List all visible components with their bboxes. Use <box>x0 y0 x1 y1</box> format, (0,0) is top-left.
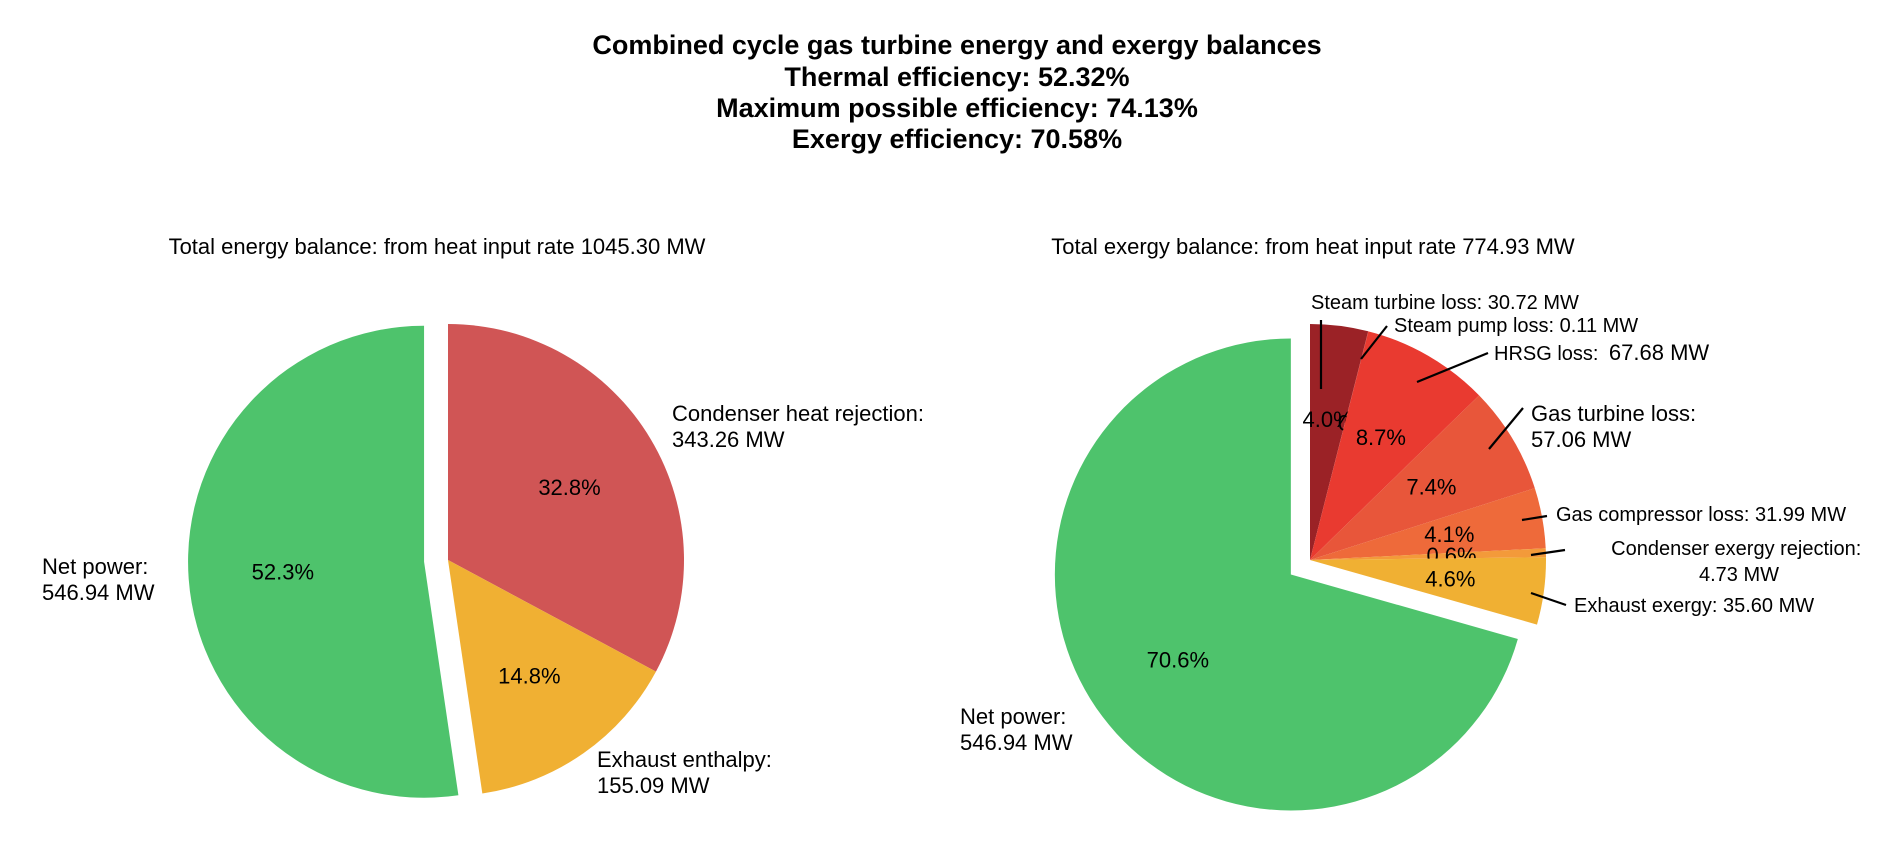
gas-turbine-loss-label: Gas turbine loss: 57.06 MW <box>1531 401 1702 452</box>
pct-label-net: 70.6% <box>1147 647 1209 672</box>
condenser-exergy-leader <box>1530 548 1566 557</box>
leader-lines <box>1319 320 1567 607</box>
pie-slice-condenser <box>448 324 684 672</box>
exergy-efficiency-line: Exergy efficiency: 70.58% <box>792 124 1122 154</box>
steam-pump-leader <box>1360 325 1388 360</box>
steam-pump-loss-label: Steam pump loss: 0.11 MW <box>1394 315 1638 337</box>
max-efficiency-line: Maximum possible efficiency: 74.13% <box>716 93 1198 123</box>
exergy-pie-title: Total exergy balance: from heat input ra… <box>1051 234 1575 259</box>
pie-slice-exhaust-exergy <box>1310 557 1546 625</box>
pie-slice-net <box>1054 338 1518 811</box>
figure-title: Combined cycle gas turbine energy and ex… <box>592 30 1321 154</box>
pct-label-net: 52.3% <box>252 560 314 585</box>
pie-slice-steam-pump <box>1310 331 1369 560</box>
pct-label-gas-compressor: 4.1% <box>1424 522 1474 547</box>
pie-slice-exhaust <box>448 560 656 794</box>
net-power-exergy-label: Net power: 546.94 MW <box>960 704 1073 755</box>
exergy-pie-labels: Steam turbine loss: 30.72 MW Steam pump … <box>960 292 1867 755</box>
steam-turbine-loss-label: Steam turbine loss: 30.72 MW <box>1311 292 1579 314</box>
condenser-exergy-label: Condenser exergy rejection: 4.73 MW <box>1611 538 1867 586</box>
pie-slice-net <box>188 325 459 798</box>
pie-slice-condenser-exergy <box>1310 548 1546 560</box>
hrsg-loss-label: HRSG loss: 67.68 MW <box>1494 340 1709 365</box>
gas-compressor-leader <box>1521 514 1548 522</box>
energy-pie-title: Total energy balance: from heat input ra… <box>169 234 706 259</box>
gas-compressor-loss-label: Gas compressor loss: 31.99 MW <box>1556 504 1846 526</box>
gas-turbine-leader <box>1488 407 1524 450</box>
pie-slice-gas-compressor <box>1310 488 1546 560</box>
figure-title-line: Combined cycle gas turbine energy and ex… <box>592 30 1321 60</box>
pct-label-condenser: 32.8% <box>538 475 600 500</box>
hrsg-leader <box>1416 351 1489 384</box>
pct-label-exhaust: 14.8% <box>498 663 560 688</box>
exhaust-exergy-label: Exhaust exergy: 35.60 MW <box>1574 595 1814 617</box>
energy-pie: 32.8% 14.8% 52.3% <box>188 324 684 798</box>
pie-slice-gas-turbine <box>1310 395 1535 560</box>
exhaust-enthalpy-label: Exhaust enthalpy: 155.09 MW <box>597 747 778 798</box>
net-power-label: Net power: 546.94 MW <box>42 554 155 605</box>
condenser-heat-label: Condenser heat rejection: 343.26 MW <box>672 401 930 452</box>
exergy-pie: 4.0%0.0%8.7%7.4%4.1%0.6%4.6%70.6% <box>1054 324 1546 811</box>
pct-label-gas-turbine: 7.4% <box>1406 475 1456 500</box>
pie-slice-hrsg <box>1310 331 1480 560</box>
pct-label-hrsg: 8.7% <box>1356 425 1406 450</box>
energy-pie-labels: Condenser heat rejection: 343.26 MW Exha… <box>42 401 930 798</box>
exhaust-exergy-leader <box>1530 591 1567 607</box>
pct-label-exhaust-exergy: 4.6% <box>1425 566 1475 591</box>
thermal-efficiency-line: Thermal efficiency: 52.32% <box>784 62 1129 92</box>
pie-slice-steam-turbine <box>1310 324 1369 560</box>
